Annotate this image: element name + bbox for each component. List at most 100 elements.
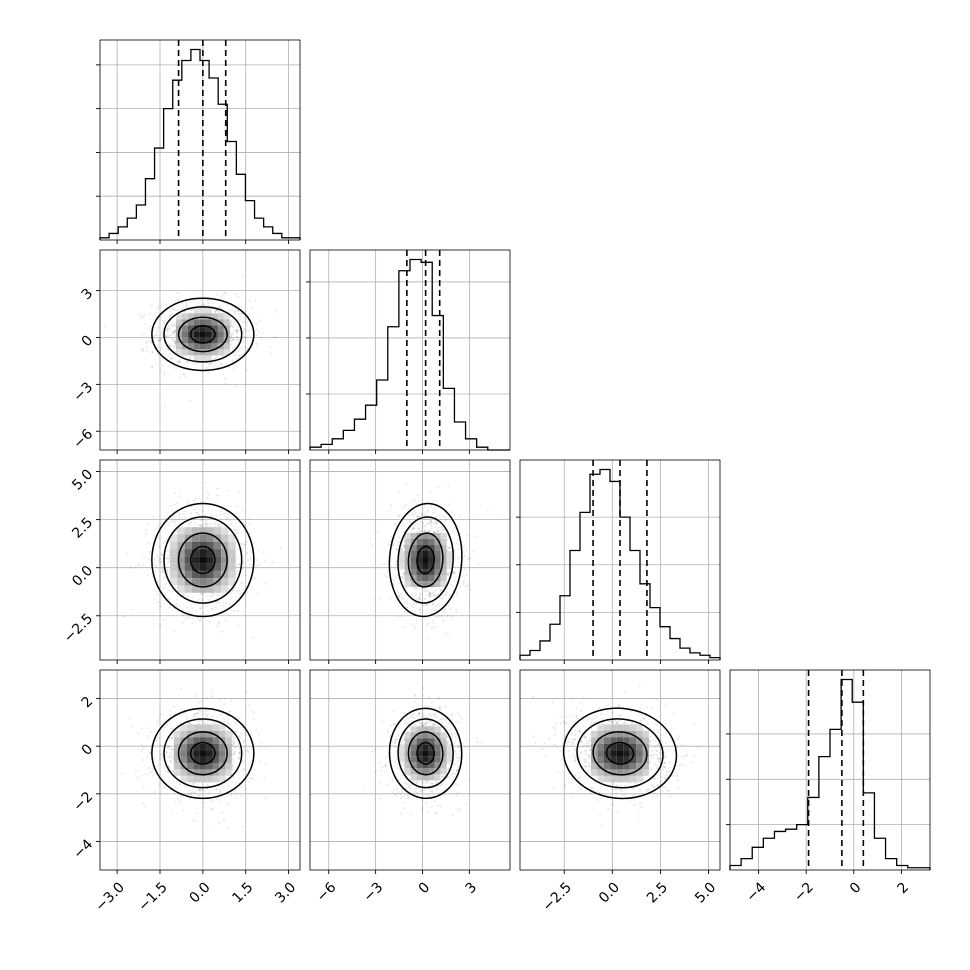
sample-point <box>391 544 394 547</box>
sample-point <box>397 791 400 794</box>
sample-point <box>146 349 149 353</box>
sample-point <box>446 592 449 595</box>
sample-point <box>255 342 258 345</box>
sample-point <box>464 803 467 806</box>
density-cell <box>398 750 405 757</box>
sample-point <box>207 494 210 497</box>
sample-point <box>204 522 207 525</box>
sample-point <box>249 760 252 763</box>
sample-point <box>461 717 464 721</box>
density-cell <box>428 557 435 563</box>
sample-point <box>215 494 218 497</box>
density-cell <box>434 545 441 551</box>
sample-point <box>418 597 421 601</box>
sample-point <box>151 365 154 368</box>
sample-point <box>412 587 415 590</box>
sample-point <box>172 346 175 349</box>
density-cell <box>404 750 411 757</box>
sample-point <box>398 595 401 598</box>
sample-point <box>236 326 239 330</box>
sample-point <box>420 586 423 590</box>
density-cell <box>217 349 224 356</box>
sample-point <box>224 607 227 610</box>
sample-point <box>211 365 214 368</box>
sample-point <box>204 518 207 521</box>
density-cell <box>177 570 185 579</box>
sample-point <box>242 746 246 749</box>
sample-point <box>153 528 156 531</box>
sample-point <box>435 589 438 592</box>
sample-point <box>446 539 449 542</box>
sample-point <box>189 791 192 794</box>
density-cell <box>221 585 229 593</box>
sample-point <box>212 799 215 802</box>
panel-frame <box>99 249 301 451</box>
density-cell <box>225 737 232 744</box>
sample-point <box>169 709 172 712</box>
density-cell <box>434 774 441 781</box>
density-cell <box>434 533 441 539</box>
sample-point <box>235 338 238 341</box>
sample-point <box>211 616 214 619</box>
sample-point <box>395 548 398 551</box>
sample-point <box>226 827 229 830</box>
sample-point <box>424 793 427 796</box>
sample-point <box>159 605 162 608</box>
sample-point <box>399 797 403 800</box>
sample-point <box>242 760 245 763</box>
sample-point <box>208 791 211 794</box>
sample-point <box>415 598 418 601</box>
sample-point <box>476 741 480 744</box>
sample-point <box>166 557 169 560</box>
sample-point <box>425 587 428 591</box>
sample-point <box>441 789 444 792</box>
sample-point <box>148 550 151 553</box>
sample-point <box>432 594 435 597</box>
sample-point <box>425 624 428 627</box>
sample-point <box>392 723 395 726</box>
sample-point <box>201 518 204 522</box>
sample-point <box>431 805 434 808</box>
sample-point <box>161 327 165 330</box>
sample-point <box>162 541 165 545</box>
sample-point <box>158 369 162 372</box>
sample-point <box>404 594 407 597</box>
density-cell <box>404 557 411 563</box>
sample-point <box>227 513 230 516</box>
sample-point <box>206 784 209 787</box>
sample-point <box>235 336 238 339</box>
sample-point <box>237 309 240 312</box>
sample-point <box>217 523 220 526</box>
sample-point <box>168 334 171 337</box>
sample-point <box>422 712 425 715</box>
sample-point <box>451 736 454 739</box>
density-panel-4-1 <box>99 669 301 871</box>
sample-point <box>242 543 245 546</box>
sample-point <box>169 329 172 332</box>
sample-point <box>437 514 440 517</box>
density-cell <box>205 343 212 350</box>
sample-point <box>248 329 251 333</box>
sample-point <box>410 594 413 597</box>
sample-point <box>410 525 413 528</box>
sample-point <box>411 623 414 626</box>
sample-point <box>431 592 434 595</box>
sample-point <box>164 583 167 586</box>
density-cell <box>428 563 435 569</box>
sample-point <box>405 783 409 786</box>
sample-point <box>217 523 220 526</box>
sample-point <box>237 625 240 628</box>
sample-point <box>227 309 230 312</box>
sample-point <box>251 306 254 309</box>
density-cell <box>187 343 194 350</box>
sample-point <box>170 312 173 316</box>
sample-point <box>238 756 241 759</box>
sample-point <box>229 343 233 346</box>
sample-point <box>402 524 405 527</box>
sample-point <box>458 757 461 760</box>
sample-point <box>211 607 214 610</box>
density-cell <box>422 732 429 739</box>
sample-point <box>412 717 415 720</box>
sample-point <box>154 563 157 566</box>
sample-point <box>243 317 247 320</box>
